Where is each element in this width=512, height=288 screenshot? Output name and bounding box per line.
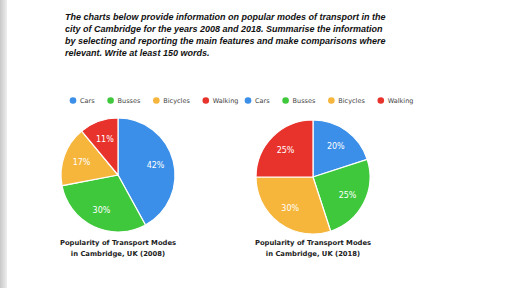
legend: Cars Busses Bicycles Walking — [245, 97, 414, 105]
data-label: 25% — [339, 191, 357, 200]
prompt-line: relevant. Write at least 150 words. — [65, 48, 209, 58]
legend: Cars Busses Bicycles Walking — [70, 97, 239, 105]
title-line: in Cambridge, UK (2018) — [266, 250, 360, 258]
legend-swatch — [377, 97, 384, 104]
chart-title: Popularity of Transport Modes in Cambridg… — [60, 239, 176, 258]
data-label: 30% — [281, 204, 299, 213]
prompt-line: by selecting and reporting the main feat… — [65, 36, 386, 46]
data-labels: 20% 25% 30% 25% — [277, 142, 357, 214]
legend-label: Cars — [80, 97, 95, 105]
data-label: 30% — [93, 206, 111, 215]
pie-chart — [61, 118, 175, 232]
legend-swatch — [282, 97, 289, 104]
pie-slice — [256, 177, 331, 234]
pie-chart — [256, 120, 370, 234]
page-edge — [0, 0, 7, 288]
canvas: The charts below provide information on … — [0, 0, 512, 288]
title-line: Popularity of Transport Modes — [255, 239, 371, 247]
legend-label: Walking — [213, 97, 239, 105]
data-label: 17% — [73, 158, 91, 167]
data-labels: 42% 30% 17% 11% — [73, 135, 165, 216]
chart-title: Popularity of Transport Modes in Cambridg… — [255, 239, 371, 258]
prompt-line: city of Cambridge for the years 2008 and… — [65, 24, 383, 34]
legend-label: Busses — [293, 97, 316, 105]
data-label: 25% — [277, 146, 295, 155]
pie-slice — [256, 120, 313, 177]
legend-swatch — [245, 97, 252, 104]
legend-swatch — [107, 97, 114, 104]
legend-label: Bicycles — [163, 97, 190, 105]
legend-label: Bicycles — [338, 97, 365, 105]
legend-swatch — [153, 97, 160, 104]
legend-label: Walking — [388, 97, 414, 105]
data-label: 20% — [327, 142, 345, 151]
legend-swatch — [70, 97, 77, 104]
prompt-line: The charts below provide information on … — [65, 12, 386, 22]
data-label: 11% — [96, 135, 114, 144]
legend-swatch — [328, 97, 335, 104]
data-label: 42% — [147, 161, 165, 170]
legend-swatch — [202, 97, 209, 104]
legend-label: Cars — [255, 97, 270, 105]
legend-label: Busses — [118, 97, 141, 105]
title-line: Popularity of Transport Modes — [60, 239, 176, 247]
title-line: in Cambridge, UK (2008) — [71, 250, 165, 258]
